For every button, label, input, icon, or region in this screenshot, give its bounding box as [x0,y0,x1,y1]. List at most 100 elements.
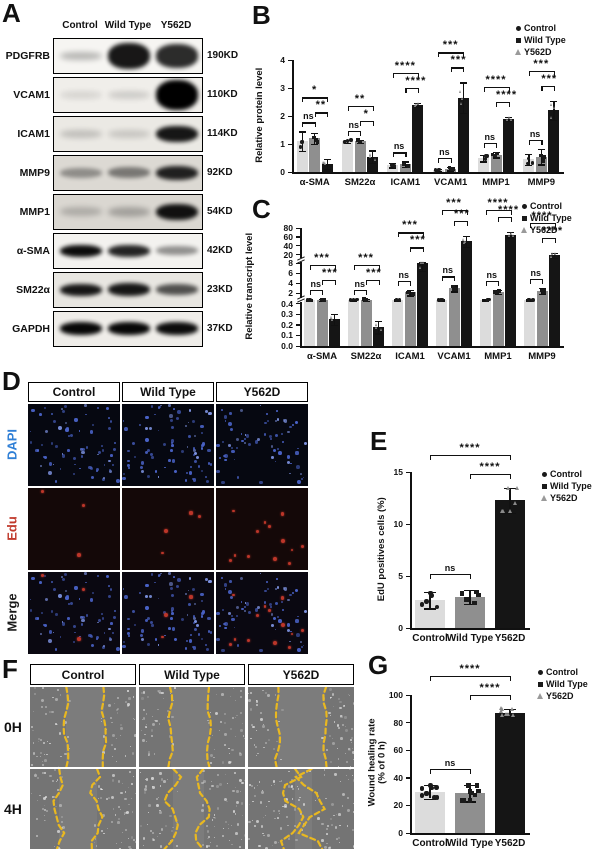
square-data-marker [493,153,497,158]
sig-bracket-tick [372,105,374,111]
cell-nucleus-dot [188,409,191,412]
cell-texture-speck [294,838,298,842]
sig-bracket-tick [405,87,407,93]
cell-texture-speck [334,773,337,776]
error-bar [429,784,431,799]
cell-nucleus-dot [204,643,207,646]
blot-band [156,284,198,295]
error-bar [409,289,411,296]
wound-healing-chart: 0 20 40 60 80 100 Wound healing rate (% of 0 h… [358,648,600,854]
cell-texture-speck [112,808,115,810]
cell-texture-speck [331,823,333,826]
cell-nucleus-dot [139,591,142,594]
cell-texture-speck [213,816,217,819]
sig-bracket-tick [485,210,487,215]
sig-bracket-line [430,454,510,456]
error-bar-cap [464,589,476,591]
cell-nucleus-dot [265,581,268,583]
cell-texture-speck [329,845,332,848]
cell-texture-speck [350,741,352,744]
circle-data-marker [429,593,434,598]
cell-texture-speck [101,789,103,791]
cell-texture-speck [346,808,350,812]
error-bar-cap [464,604,476,606]
cell-texture-speck [253,743,256,746]
cell-texture-speck [215,694,217,696]
cell-texture-speck [40,738,42,741]
cell-nucleus-dot [289,472,292,475]
circle-data-marker [342,140,347,144]
cell-texture-speck [163,780,167,783]
cell-nucleus-dot [50,580,54,584]
triangle-data-marker [418,265,421,269]
category-label: SM22α [344,177,376,188]
error-bar [377,320,380,334]
triangle-data-marker [512,500,517,505]
cell-texture-speck [223,721,226,724]
cell-texture-speck [353,701,354,705]
cell-nucleus-dot [115,478,120,483]
cell-texture-speck [329,818,333,821]
cell-texture-speck [228,823,230,825]
error-bar-cap [505,121,512,123]
error-bar-cap [323,168,331,170]
cell-texture-speck [225,820,228,823]
sig-bracket-tick [366,279,368,285]
cell-texture-speck [328,846,331,849]
cell-texture-speck [351,737,354,740]
cell-nucleus-dot [110,589,113,592]
circle-data-marker [484,154,488,158]
sig-bracket-tick [450,157,452,163]
circle-data-marker [298,145,303,149]
cell-texture-speck [351,727,354,731]
triangle-data-marker [550,102,553,106]
cell-texture-speck [239,711,243,715]
legend-label: Control [546,667,578,677]
circle-icon [521,203,527,209]
sig-bracket-tick [314,122,316,128]
cell-texture-speck [336,838,339,840]
cell-texture-speck [168,735,172,738]
sig-bracket-tick [470,473,472,479]
cell-texture-speck [346,825,348,827]
cell-nucleus-dot [184,424,188,428]
cell-nucleus-dot [231,617,235,622]
cell-nucleus-dot [287,599,290,602]
sig-label: ns [393,141,405,152]
cell-nucleus-dot [194,620,198,624]
cell-nucleus-dot [235,614,239,618]
cell-nucleus-dot [197,465,201,468]
blot-row: ICAM1 114KD [0,116,238,152]
square-data-marker [539,153,543,158]
cell-nucleus-dot [124,427,128,431]
cell-texture-speck [141,729,143,731]
cell-texture-speck [338,697,341,700]
square-icon [521,215,527,221]
cell-nucleus-dot [127,627,130,631]
cell-nucleus-dot [96,453,99,456]
cell-texture-speck [288,838,291,841]
blot-protein-label: MMP1 [19,206,50,218]
y-tick-label: 80 [283,223,293,233]
triangle-data-marker [500,713,505,718]
cell-nucleus-dot [107,459,111,463]
cell-nucleus-dot [276,586,280,589]
cell-texture-speck [345,728,349,732]
cell-nucleus-dot [139,465,144,470]
lane-header: Y562D [160,20,192,31]
category-label: Wild Type [446,838,494,849]
cell-texture-speck [174,687,176,689]
cell-nucleus-dot [61,622,66,626]
cell-texture-speck [349,695,351,697]
y-axis [300,228,302,346]
cell-texture-speck [259,781,261,783]
triangle-data-marker [380,328,383,332]
sig-label: **** [394,59,416,72]
cell-nucleus-dot [29,598,32,601]
cell-texture-speck [143,787,147,791]
blot-kd-label: 110KD [207,89,238,100]
sig-bracket-tick [353,289,355,295]
cell-texture-speck [105,797,108,800]
circle-data-marker [434,604,440,610]
cell-texture-speck [256,819,260,823]
